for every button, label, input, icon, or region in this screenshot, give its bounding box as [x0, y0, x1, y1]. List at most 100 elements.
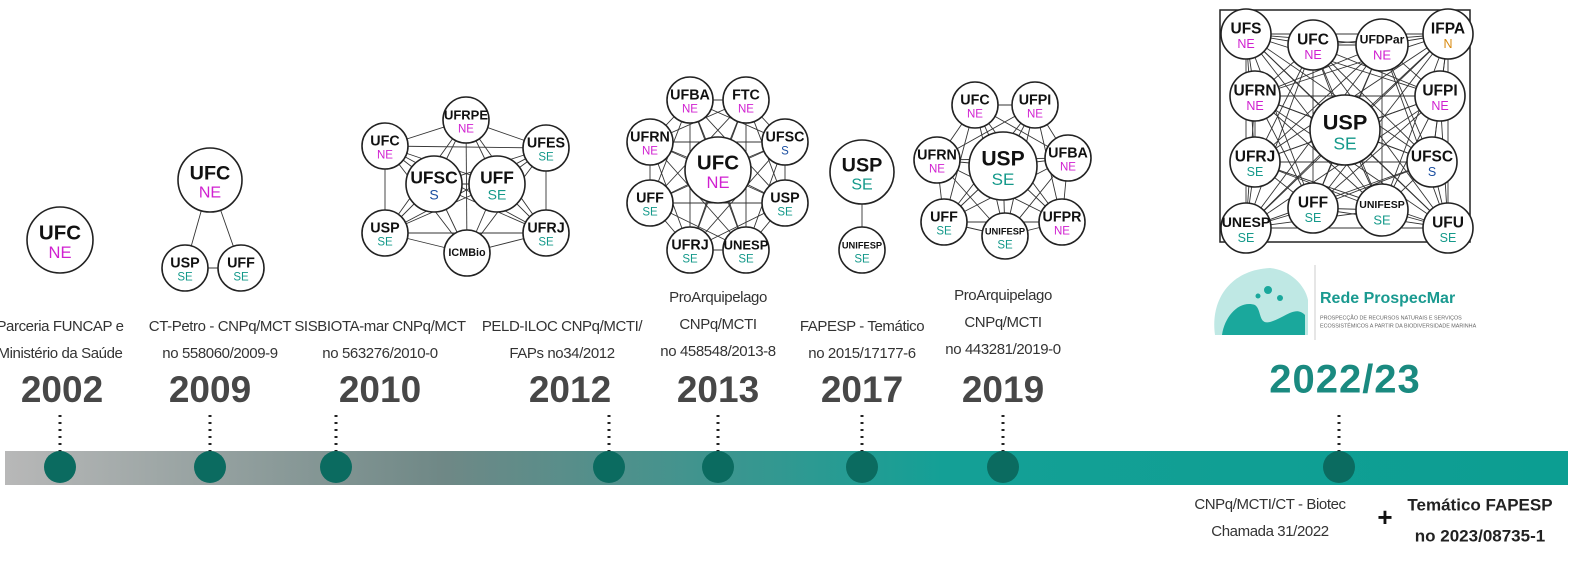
node [405, 155, 463, 213]
node-region: SE [1333, 133, 1356, 153]
node [468, 155, 526, 213]
node-name: UFBA [1048, 146, 1088, 162]
node [829, 139, 895, 205]
node [1355, 18, 1409, 72]
year: 2019 [962, 369, 1044, 410]
node-region: NE [1237, 37, 1254, 51]
year: 2009 [169, 369, 251, 410]
node-name: UFC [697, 151, 739, 174]
node-region: NE [1054, 226, 1070, 238]
node [913, 136, 961, 184]
caption: no 563276/2010-0 [322, 345, 437, 362]
node-region: SE [936, 226, 952, 238]
node-region: NE [642, 146, 658, 158]
node-name: USP [842, 154, 883, 176]
logo-tagline: ECOSSISTÊMICOS A PARTIR DA BIODIVERSIDAD… [1320, 321, 1477, 329]
node-region: SE [1440, 231, 1457, 245]
node-region: NE [199, 185, 221, 202]
node-region: S [429, 186, 438, 202]
node-region: SE [177, 272, 193, 284]
node-name: UFPR [1043, 210, 1083, 226]
node [1287, 182, 1339, 234]
edge [384, 147, 547, 234]
node [1355, 183, 1409, 237]
node-region: NE [707, 174, 730, 192]
node [1309, 94, 1381, 166]
edge [1254, 44, 1383, 163]
caption: FAPESP - Temático [800, 318, 924, 335]
node [951, 81, 999, 129]
logo-tagline: PROSPECÇÃO DE RECURSOS NATURAIS E SERVIÇ… [1320, 314, 1462, 321]
node [1287, 19, 1339, 71]
timeline-dot [987, 451, 1019, 483]
edge [1254, 33, 1449, 97]
node-name: USP [170, 256, 200, 272]
node [1422, 8, 1474, 60]
timeline-dot [593, 451, 625, 483]
edge [1245, 33, 1314, 209]
timeline-dot [1323, 451, 1355, 483]
node-region: SE [1238, 231, 1255, 245]
node-region: SE [738, 254, 754, 266]
node [1422, 202, 1474, 254]
node-region: SE [1305, 211, 1322, 225]
node-name: USP [370, 221, 400, 237]
caption: CNPq/MCTI [679, 316, 756, 333]
node-region: SE [682, 254, 698, 266]
node-name: UNIFESP [842, 240, 882, 250]
node-name: UFPI [1422, 83, 1457, 100]
node-region: SE [538, 152, 554, 164]
node [1011, 81, 1059, 129]
year: 2013 [677, 369, 759, 410]
caption: SISBIOTA-mar CNPq/MCT [294, 318, 466, 335]
node-name: USP [1323, 109, 1368, 134]
node [1229, 70, 1281, 122]
caption: ProArquipelago [954, 287, 1052, 304]
node [1038, 198, 1086, 246]
plus: + [1377, 502, 1392, 532]
node-name: UFF [227, 256, 255, 272]
node-region: S [781, 146, 789, 158]
node-region: SE [777, 207, 793, 219]
node-name: UFRJ [527, 221, 564, 237]
node-name: UFC [370, 134, 399, 150]
node [684, 136, 752, 204]
node-region: SE [854, 254, 870, 266]
node-name: UFC [39, 221, 81, 244]
node-name: UFBA [670, 88, 710, 104]
edge [1381, 44, 1449, 229]
node-name: UFRJ [671, 238, 708, 254]
year: 2022/23 [1269, 358, 1421, 402]
node-name: UFRPE [444, 107, 488, 122]
node [761, 118, 809, 166]
node [442, 96, 490, 144]
node-name: UFS [1231, 21, 1262, 38]
caption: no 558060/2009-9 [162, 345, 277, 362]
edge [1381, 33, 1449, 211]
node-name: UFRN [630, 130, 670, 146]
node-region: SE [851, 177, 872, 194]
year: 2002 [21, 369, 103, 410]
node-region: SE [1373, 212, 1391, 227]
node-name: UFRN [917, 148, 957, 164]
node-name: UFSC [410, 168, 458, 188]
node-name: UNIFESP [1359, 199, 1405, 211]
node-region: SE [233, 272, 249, 284]
node-region: NE [49, 244, 72, 262]
node-region: NE [929, 164, 945, 176]
node-region: SE [997, 240, 1013, 252]
edge [1245, 161, 1433, 229]
caption: CT-Petro - CNPq/MCT [149, 318, 292, 335]
node-name: UFSC [766, 130, 805, 146]
edge [1245, 44, 1314, 229]
node [626, 118, 674, 166]
node-name: UFF [930, 210, 958, 226]
node-name: FTC [732, 88, 760, 104]
caption: FAPs no34/2012 [509, 345, 614, 362]
node [1220, 202, 1272, 254]
node-region: NE [1431, 99, 1448, 113]
node-region: N [1443, 37, 1452, 51]
node-name: UFC [960, 93, 989, 109]
logo-icon [1214, 265, 1316, 340]
